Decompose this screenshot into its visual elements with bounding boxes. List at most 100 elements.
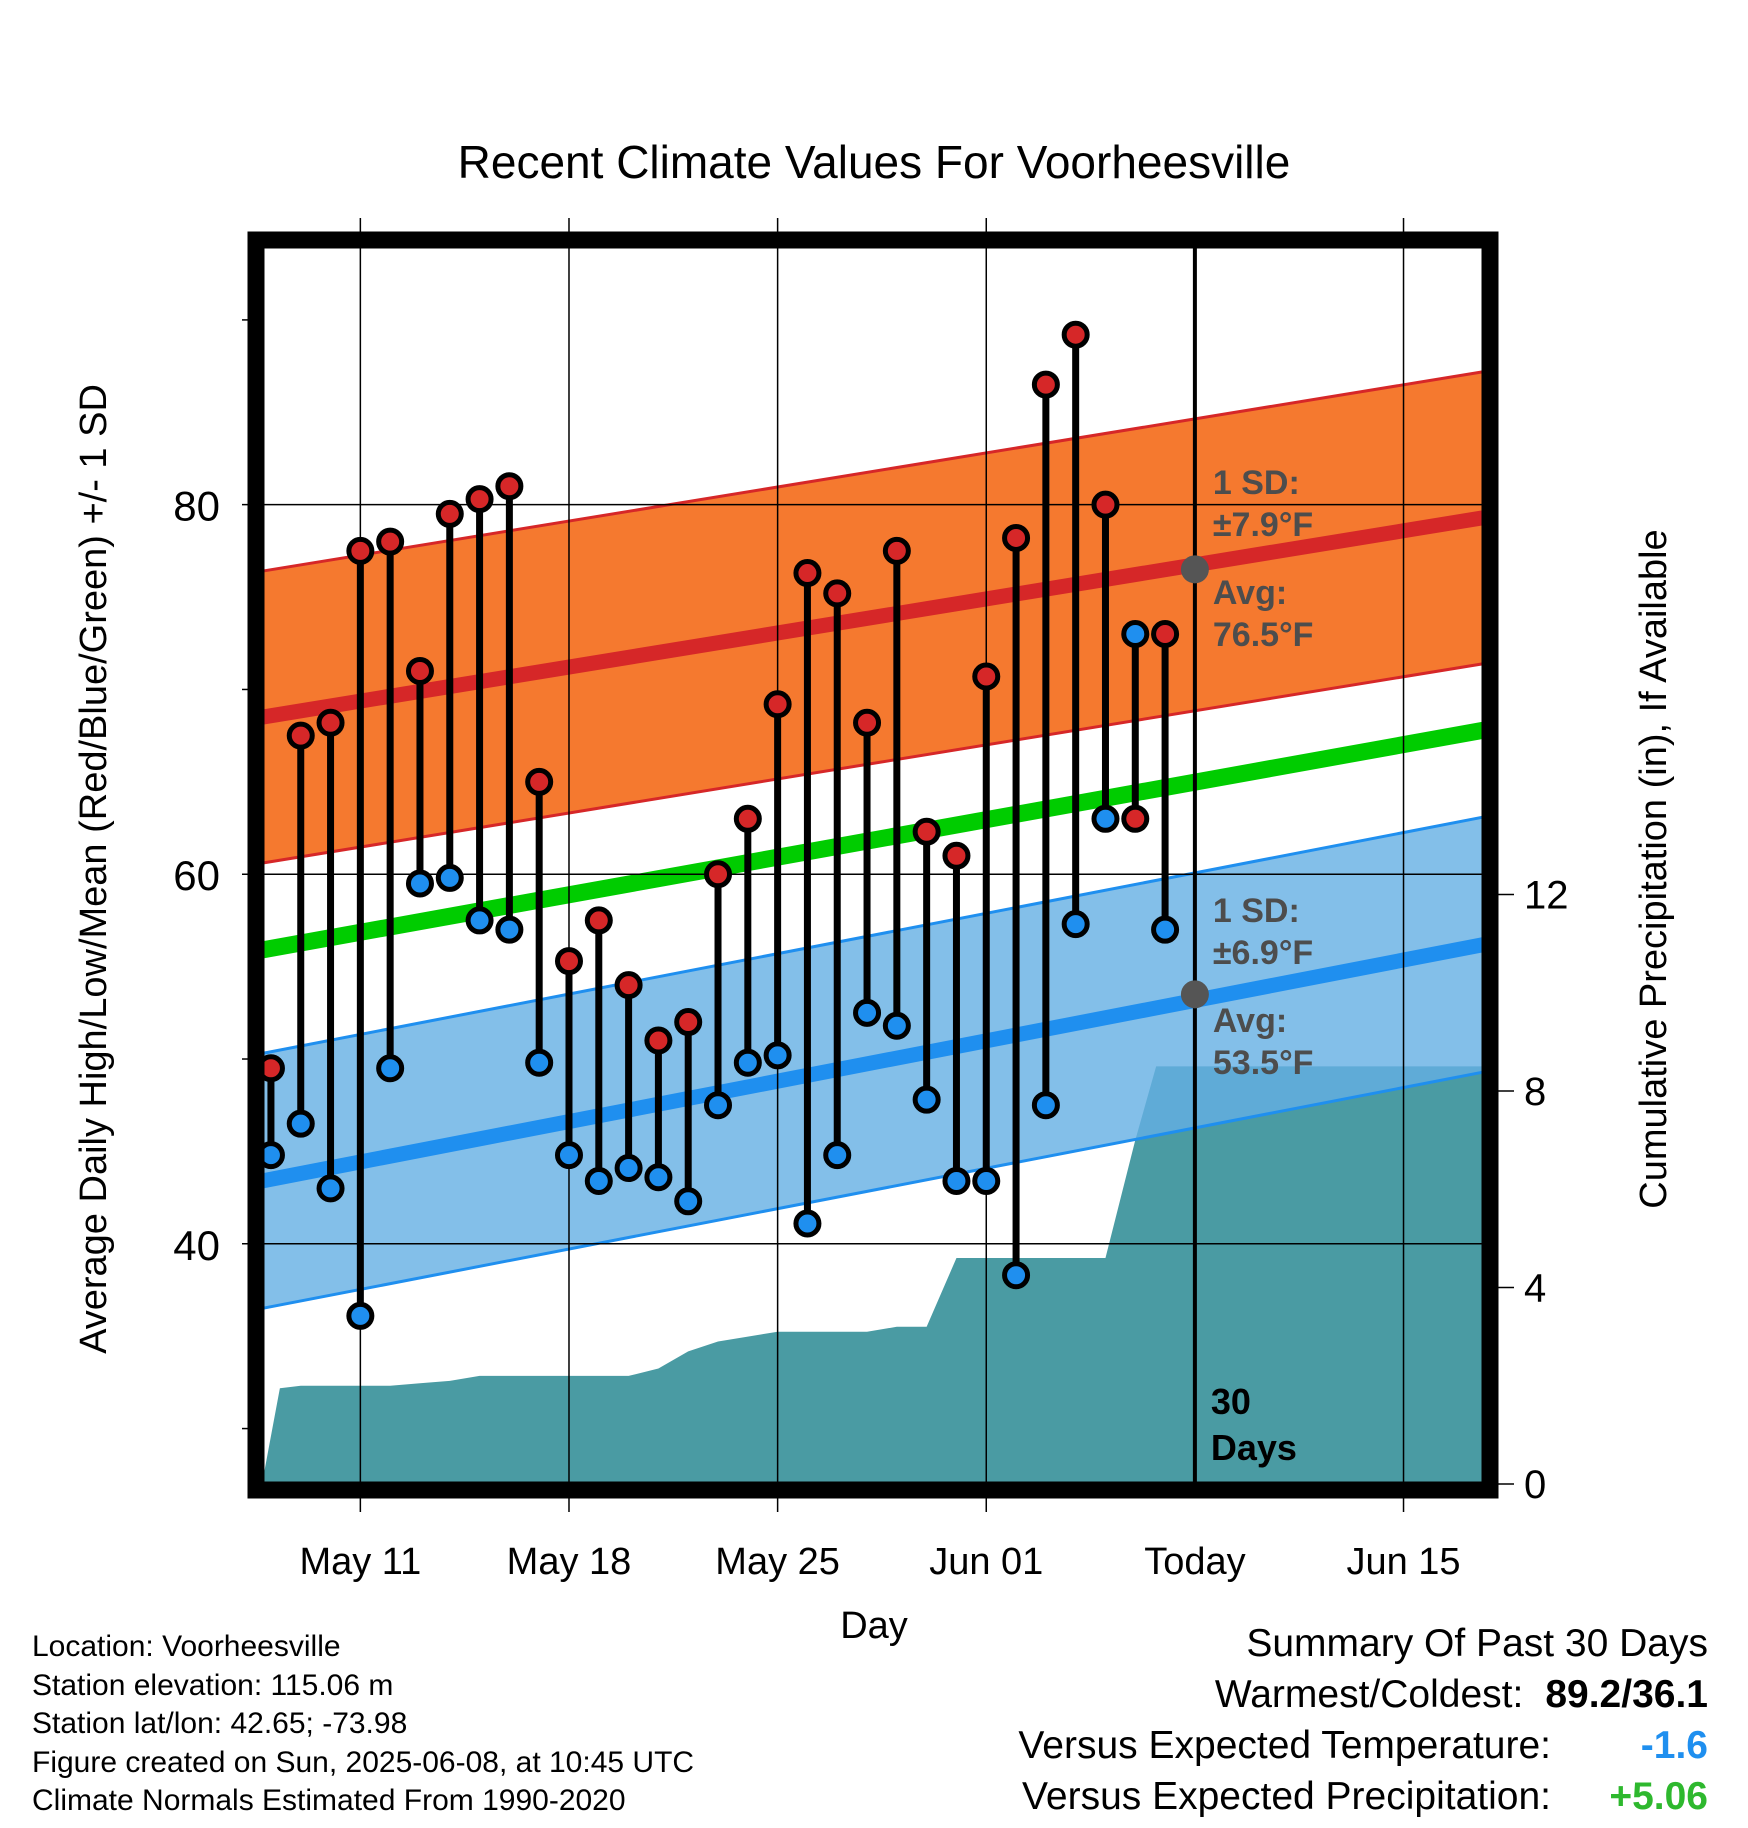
- high-temp-point: [763, 690, 792, 719]
- y-tick-label-right: 4: [1524, 1266, 1546, 1310]
- low-temp-point: [465, 906, 494, 935]
- low-temp-point: [1121, 620, 1150, 649]
- high-sd-label: 1 SD:: [1213, 464, 1300, 502]
- high-temp-point: [793, 559, 822, 588]
- low-temp-point: [1002, 1261, 1031, 1290]
- y-tick-label-left: 40: [173, 1222, 220, 1269]
- high-temp-point: [584, 906, 613, 935]
- summary-panel: Summary Of Past 30 Days Warmest/Coldest:…: [1018, 1618, 1708, 1822]
- precip-label: Versus Expected Precipitation:: [1022, 1775, 1551, 1818]
- temp-value: -1.6: [1640, 1724, 1708, 1767]
- low-temp-point: [1061, 910, 1090, 939]
- low-temp-point: [316, 1174, 345, 1203]
- x-tick-label: Jun 15: [1346, 1541, 1460, 1583]
- low-temp-point: [823, 1141, 852, 1170]
- high-temp-point: [1002, 523, 1031, 552]
- high-temp-point: [1151, 620, 1180, 649]
- high-temp-point: [554, 947, 583, 976]
- low-temp-point: [554, 1141, 583, 1170]
- normal-high-band-lower-edge: [261, 662, 1485, 865]
- high-temp-point: [316, 708, 345, 737]
- high-temp-point: [942, 841, 971, 870]
- y-tick-label-right: 8: [1524, 1070, 1546, 1114]
- normal-high-band-upper-edge: [261, 370, 1485, 573]
- low-temp-point: [346, 1301, 375, 1330]
- x-tick-label: Jun 01: [929, 1541, 1043, 1583]
- low-temp-point: [912, 1085, 941, 1114]
- high-temp-point: [704, 860, 733, 889]
- normal-low-average-line: [260, 937, 1486, 1189]
- temp-label: Versus Expected Temperature:: [1018, 1724, 1551, 1767]
- y-axis-label-right: Cumulative Precipitation (in), If Availa…: [1633, 529, 1675, 1208]
- y-tick-label-right: 0: [1524, 1463, 1546, 1507]
- high-temp-point: [286, 721, 315, 750]
- elevation-text: Station elevation: 115.06 m: [32, 1668, 394, 1702]
- x-tick-label: Today: [1144, 1541, 1245, 1583]
- precipitation-area: [262, 1066, 1484, 1484]
- low-temp-point: [495, 915, 524, 944]
- x-axis-label: Day: [840, 1605, 908, 1647]
- normal-low-band-upper-edge: [261, 815, 1485, 1055]
- low-temp-point: [435, 863, 464, 892]
- low-temp-point: [584, 1166, 613, 1195]
- low-temp-point: [972, 1166, 1001, 1195]
- high-temp-point: [972, 662, 1001, 691]
- x-tick-label: May 11: [299, 1541, 421, 1583]
- location-text: Location: Voorheesville: [32, 1630, 341, 1663]
- low-temp-point: [614, 1154, 643, 1183]
- low-temp-point: [405, 869, 434, 898]
- today-normal-high-marker: [1180, 555, 1209, 584]
- high-temp-point: [674, 1008, 703, 1037]
- days-annotation-line-1: 30: [1211, 1381, 1251, 1422]
- high-temp-point: [1121, 804, 1150, 833]
- low-sd-value: ±6.9°F: [1213, 934, 1313, 972]
- low-temp-point: [733, 1048, 762, 1077]
- plot-area: 1 SD: ±7.9°F Avg: 76.5°F 1 SD: ±6.9°F Avg: 53.5…: [173, 218, 1569, 1583]
- normals-text: Climate Normals Estimated From 1990-2020: [32, 1784, 626, 1817]
- low-temp-point: [1031, 1091, 1060, 1120]
- normal-high-average-line: [260, 510, 1486, 725]
- low-avg-label: Avg:: [1213, 1002, 1287, 1040]
- created-text: Figure created on Sun, 2025-06-08, at 10…: [32, 1745, 695, 1779]
- summary-warmest-coldest: Warmest/Coldest: 89.2/36.1: [1018, 1669, 1708, 1720]
- high-temp-point: [912, 817, 941, 846]
- high-temp-point: [644, 1026, 673, 1055]
- low-temp-point: [942, 1166, 971, 1195]
- low-temp-point: [674, 1187, 703, 1216]
- low-temp-point: [763, 1041, 792, 1070]
- high-temp-point: [1061, 320, 1090, 349]
- days-annotation-line-2: Days: [1211, 1427, 1297, 1468]
- high-temp-point: [733, 804, 762, 833]
- high-temp-point: [405, 656, 434, 685]
- high-temp-point: [823, 579, 852, 608]
- station-metadata: Location: Voorheesville Station elevatio…: [32, 1628, 694, 1821]
- low-temp-point: [376, 1054, 405, 1083]
- y-tick-label-right: 12: [1524, 873, 1569, 917]
- low-temp-point: [1151, 915, 1180, 944]
- high-temp-point: [376, 527, 405, 556]
- precip-value: +5.06: [1609, 1775, 1708, 1818]
- normal-mean-line: [260, 721, 1486, 959]
- warmest-coldest-value: 89.2/36.1: [1545, 1673, 1708, 1716]
- low-temp-point: [853, 998, 882, 1027]
- chart-title: Recent Climate Values For Voorheesville: [458, 136, 1291, 188]
- y-tick-label-left: 60: [173, 852, 220, 899]
- summary-precipitation: Versus Expected Precipitation: +5.06: [1018, 1771, 1708, 1822]
- today-normal-low-marker: [1180, 980, 1209, 1009]
- high-temp-point: [1091, 490, 1120, 519]
- high-temp-point: [346, 536, 375, 565]
- high-temp-point: [882, 536, 911, 565]
- high-temp-point: [614, 971, 643, 1000]
- low-sd-label: 1 SD:: [1213, 892, 1300, 930]
- high-avg-label: Avg:: [1213, 574, 1287, 612]
- low-temp-point: [644, 1163, 673, 1192]
- high-temp-point: [525, 767, 554, 796]
- summary-title: Summary Of Past 30 Days: [1246, 1622, 1708, 1665]
- high-temp-point: [1031, 370, 1060, 399]
- x-tick-label: May 18: [507, 1541, 632, 1583]
- low-temp-point: [882, 1011, 911, 1040]
- low-temp-point: [525, 1048, 554, 1077]
- low-temp-point: [704, 1091, 733, 1120]
- low-avg-value: 53.5°F: [1213, 1044, 1314, 1082]
- high-avg-value: 76.5°F: [1213, 616, 1314, 654]
